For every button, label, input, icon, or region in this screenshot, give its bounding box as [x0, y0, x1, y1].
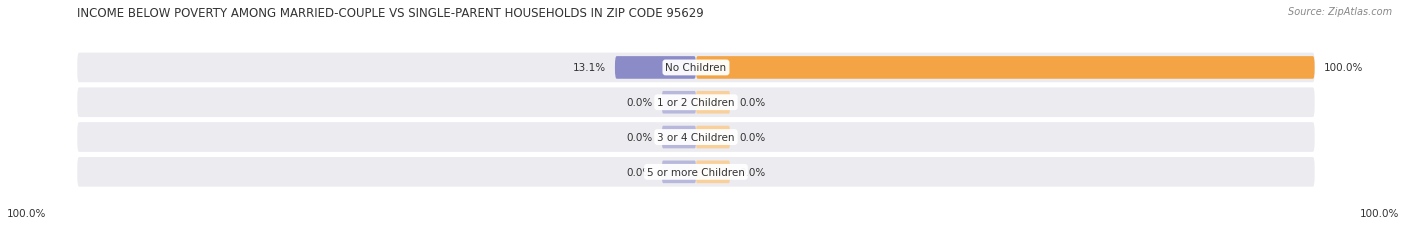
FancyBboxPatch shape — [662, 161, 696, 183]
Text: 0.0%: 0.0% — [740, 132, 765, 143]
Text: 0.0%: 0.0% — [627, 167, 652, 177]
FancyBboxPatch shape — [614, 57, 696, 79]
Text: 3 or 4 Children: 3 or 4 Children — [657, 132, 735, 143]
FancyBboxPatch shape — [696, 161, 730, 183]
Text: 0.0%: 0.0% — [627, 98, 652, 108]
Text: Source: ZipAtlas.com: Source: ZipAtlas.com — [1288, 7, 1392, 17]
Text: 5 or more Children: 5 or more Children — [647, 167, 745, 177]
FancyBboxPatch shape — [77, 157, 1315, 187]
Text: 13.1%: 13.1% — [572, 63, 606, 73]
FancyBboxPatch shape — [662, 91, 696, 114]
FancyBboxPatch shape — [77, 88, 1315, 118]
Text: 0.0%: 0.0% — [627, 132, 652, 143]
FancyBboxPatch shape — [77, 123, 1315, 152]
FancyBboxPatch shape — [696, 57, 1315, 79]
Text: 0.0%: 0.0% — [740, 98, 765, 108]
Text: 100.0%: 100.0% — [1324, 63, 1364, 73]
Text: INCOME BELOW POVERTY AMONG MARRIED-COUPLE VS SINGLE-PARENT HOUSEHOLDS IN ZIP COD: INCOME BELOW POVERTY AMONG MARRIED-COUPL… — [77, 7, 704, 20]
Text: 1 or 2 Children: 1 or 2 Children — [657, 98, 735, 108]
Text: 100.0%: 100.0% — [7, 208, 46, 218]
FancyBboxPatch shape — [696, 126, 730, 149]
FancyBboxPatch shape — [77, 53, 1315, 83]
Text: 0.0%: 0.0% — [740, 167, 765, 177]
Text: 100.0%: 100.0% — [1360, 208, 1399, 218]
Text: No Children: No Children — [665, 63, 727, 73]
FancyBboxPatch shape — [696, 91, 730, 114]
FancyBboxPatch shape — [662, 126, 696, 149]
